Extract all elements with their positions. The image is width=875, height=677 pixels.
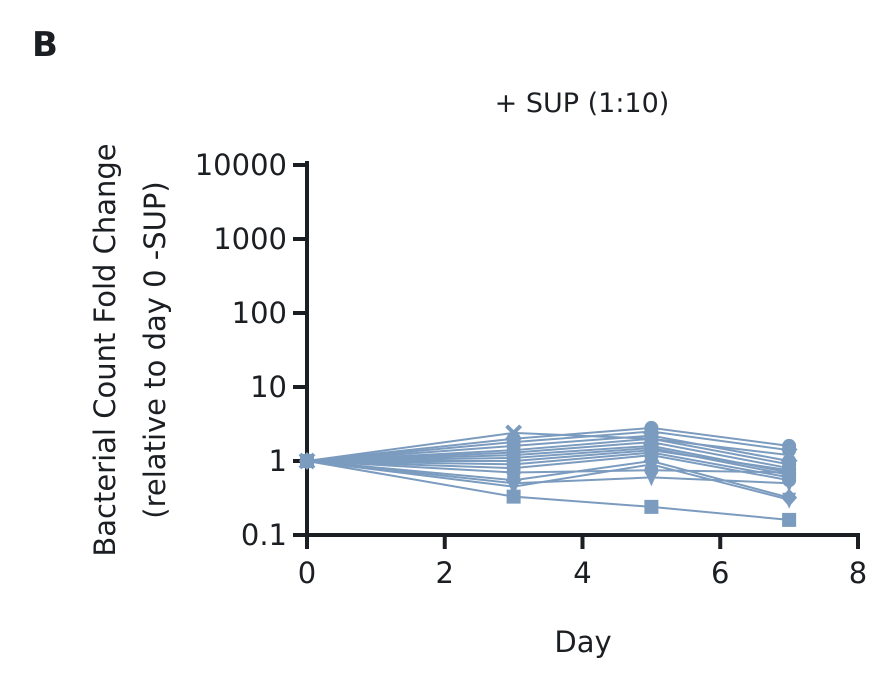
x-tick-label: 8 (849, 556, 867, 590)
data-point-triangle (782, 492, 797, 509)
series-line (306, 431, 790, 462)
y-tick-label: 10 (250, 370, 287, 404)
series-line (306, 437, 790, 466)
series-line (306, 446, 790, 476)
x-axis-label: Day (554, 625, 611, 659)
data-point-square (782, 512, 797, 527)
y-axis-label-line1: Bacterial Count Fold Change (88, 143, 122, 556)
series-line (306, 434, 790, 462)
data-point-triangle (782, 476, 797, 493)
series-line (306, 459, 790, 499)
y-tick-label: 1 (269, 444, 287, 478)
data-point-square (644, 499, 659, 514)
series-line (306, 451, 790, 479)
y-tick-label: 10000 (195, 148, 287, 182)
x-tick-label: 4 (573, 556, 591, 590)
series-line (306, 460, 790, 521)
series-line (306, 454, 790, 482)
series-line (306, 426, 790, 462)
x-tick-label: 2 (436, 556, 454, 590)
series-line (306, 430, 790, 462)
data-point-triangle (300, 454, 314, 470)
y-axis-label-line2: (relative to day 0 -SUP) (138, 181, 172, 518)
series-line (306, 441, 790, 470)
data-point-circle (782, 465, 797, 480)
y-tick-label: 1000 (213, 222, 287, 256)
data-point-triangle (644, 470, 659, 487)
data-point-triangle (506, 479, 521, 496)
data-point-circle (782, 443, 797, 458)
series-line (306, 444, 790, 474)
panel-label: B (32, 25, 58, 65)
x-tick-label: 6 (711, 556, 729, 590)
data-point-square (506, 489, 521, 504)
series-line (306, 460, 790, 501)
x-tick-label: 0 (298, 556, 316, 590)
series-line (307, 449, 790, 472)
y-tick-label: 0.1 (241, 518, 287, 552)
chart-title: + SUP (1:10) (495, 88, 670, 119)
y-tick-label: 100 (232, 296, 287, 330)
data-point-triangle (644, 457, 659, 474)
series-line (306, 460, 790, 485)
